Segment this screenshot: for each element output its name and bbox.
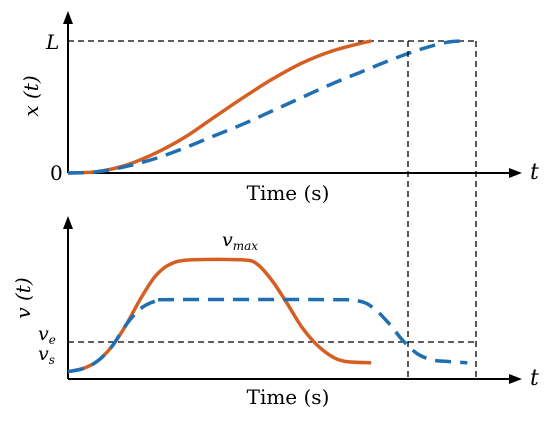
v-plot-solid-series [67, 257, 372, 374]
v-plot-t-label: t [530, 366, 539, 391]
x-plot-xlabel: Time (s) [247, 181, 330, 205]
v-plot-xlabel: Time (s) [247, 385, 330, 409]
x-plot-ytick-L: L [45, 30, 59, 54]
v-plot-vmax-annotation: vmax [222, 229, 258, 253]
x-plot-ytick-0: 0 [50, 161, 63, 185]
velocity-panel: ve vs vmax t Time (s) v (t) [11, 216, 539, 409]
position-panel: L 0 t Time (s) x (t) [19, 11, 539, 205]
v-plot-dashed-series [67, 297, 468, 374]
x-plot-ylabel: x (t) [19, 75, 43, 116]
x-plot-t-label: t [530, 160, 539, 185]
x-plot-y-axis-arrow [63, 11, 73, 24]
v-plot-x-axis-arrow [509, 374, 522, 384]
x-plot-dashed-series [67, 39, 468, 175]
v-plot-ylabel: v (t) [11, 277, 35, 318]
v-plot-y-axis-arrow [63, 216, 73, 229]
x-plot-x-axis-arrow [509, 168, 522, 178]
x-plot-solid-series [67, 39, 372, 175]
